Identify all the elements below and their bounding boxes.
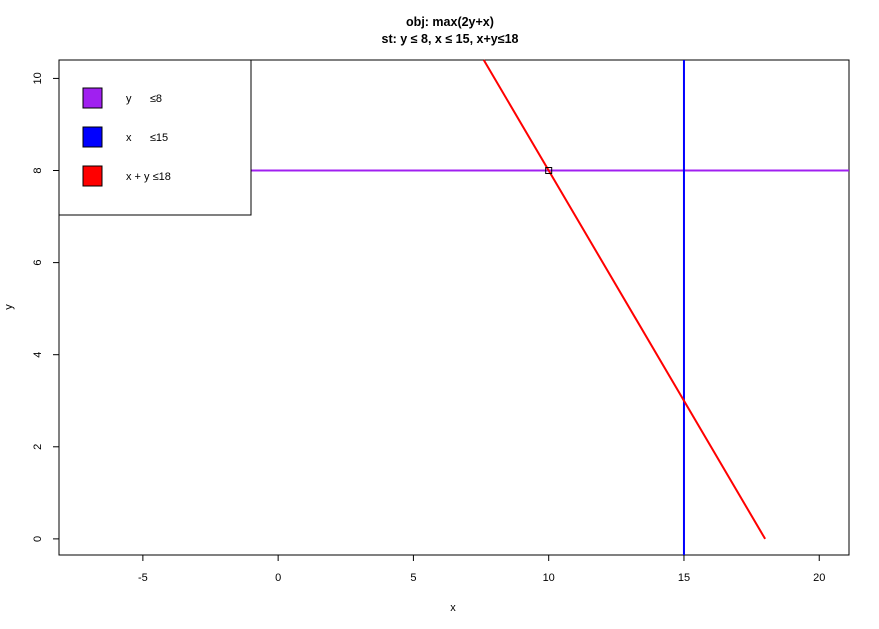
x-tick-label: 20 <box>813 572 825 584</box>
x-axis-label: x <box>450 602 456 614</box>
series-line <box>482 59 766 540</box>
y-tick-label: 2 <box>32 444 44 450</box>
y-tick-label: 0 <box>32 536 44 542</box>
legend-label: y ≤8 <box>126 93 162 105</box>
plot-area <box>58 59 850 556</box>
legend: y ≤8 x ≤15 x + y ≤18 <box>58 59 252 216</box>
data-point <box>545 167 553 175</box>
chart-title: obj: max(2y+x) <box>406 15 494 29</box>
x-tick-label: 15 <box>678 572 690 584</box>
legend-label: x ≤15 <box>126 132 168 144</box>
y-tick-label: 8 <box>32 167 44 173</box>
legend-swatch <box>82 126 103 148</box>
y-tick-label: 6 <box>32 260 44 266</box>
legend-swatch <box>82 165 103 187</box>
legend-swatch <box>82 87 103 109</box>
x-axis: -5 0 5 10 15 20 <box>138 555 825 584</box>
y-axis-label: y <box>3 304 15 310</box>
y-tick-label: 10 <box>32 72 44 84</box>
y-tick-label: 4 <box>32 352 44 358</box>
legend-label: x + y ≤18 <box>126 171 171 183</box>
plot-frame <box>58 59 850 556</box>
x-tick-label: 5 <box>410 572 416 584</box>
chart-subtitle: st: y ≤ 8, x ≤ 15, x+y≤18 <box>382 32 519 46</box>
y-axis: 0 2 4 6 8 10 <box>32 72 59 542</box>
points-layer <box>545 167 553 175</box>
x-tick-label: 0 <box>275 572 281 584</box>
x-tick-label: -5 <box>138 572 148 584</box>
x-tick-label: 10 <box>543 572 555 584</box>
